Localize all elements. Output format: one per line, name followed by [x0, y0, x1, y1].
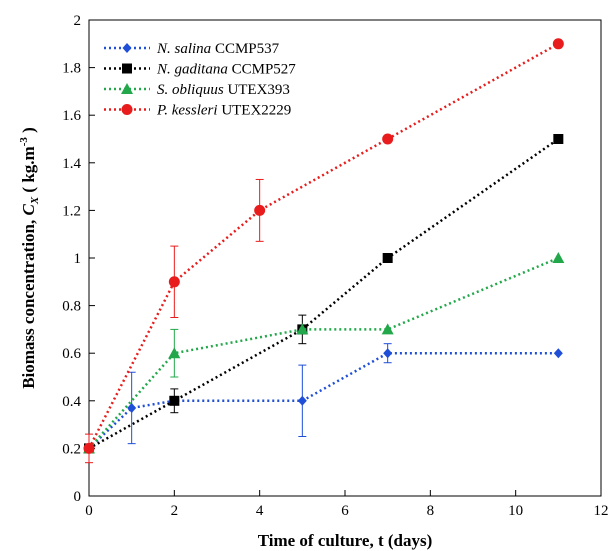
legend-label: N. salina CCMP537: [156, 41, 280, 57]
data-point: [127, 402, 137, 413]
legend-species: N. gaditana: [156, 62, 228, 78]
y-tick-label: 1: [74, 251, 82, 267]
data-point: [552, 252, 565, 263]
series-0: [84, 343, 563, 454]
series-line: [88, 351, 559, 450]
legend-strain: UTEX2229: [218, 103, 292, 119]
series-1: [84, 134, 564, 454]
y-axis-title-sub: X: [29, 196, 41, 205]
legend-marker: [121, 104, 133, 115]
series-line: [87, 42, 559, 449]
data-point: [552, 38, 564, 50]
data-point: [296, 323, 309, 335]
series-3: [83, 38, 564, 464]
series-layer: [83, 38, 565, 464]
data-point: [169, 395, 180, 406]
legend-species: S. obliquus: [157, 82, 224, 98]
legend-strain: CCMP527: [228, 62, 296, 78]
y-tick-label: 0: [74, 489, 82, 505]
legend-marker: [122, 63, 132, 74]
data-point: [383, 348, 393, 359]
data-point: [381, 323, 394, 335]
legend-strain: UTEX393: [224, 82, 290, 98]
y-axis-title-var: C: [19, 204, 38, 216]
y-axis-title-unit-open: ( kg.m: [19, 146, 38, 197]
x-tick-label: 10: [508, 503, 523, 519]
data-point: [553, 348, 563, 359]
legend-label: P. kessleri UTEX2229: [156, 103, 291, 119]
y-axis-title-sup: -3: [18, 137, 30, 147]
y-tick-label: 0.8: [62, 299, 81, 315]
x-tick-label: 0: [85, 503, 93, 519]
x-tick-label: 4: [256, 503, 264, 519]
data-point: [83, 442, 95, 454]
series-2: [83, 252, 565, 454]
data-point: [553, 134, 564, 144]
legend-marker: [122, 43, 132, 53]
series-line: [88, 256, 559, 450]
y-tick-label: 1.4: [62, 156, 81, 172]
data-point: [382, 133, 394, 145]
data-point: [168, 276, 180, 288]
data-point: [382, 253, 393, 263]
legend-species: P. kessleri: [156, 103, 218, 119]
y-tick-label: 0.4: [62, 394, 81, 410]
x-axis-title: Time of culture, t (days): [258, 531, 433, 550]
x-tick-label: 6: [341, 503, 349, 519]
x-tick-label: 2: [171, 503, 179, 519]
y-tick-label: 1.2: [62, 203, 81, 219]
y-axis-title-unit-close: ): [19, 127, 38, 137]
legend-strain: CCMP537: [211, 41, 279, 57]
legend-marker: [121, 83, 133, 94]
legend-label: N. gaditana CCMP527: [156, 62, 296, 78]
data-point: [297, 395, 307, 406]
y-tick-label: 0.2: [62, 441, 81, 457]
series-line: [88, 137, 560, 450]
legend-label: S. obliquus UTEX393: [157, 82, 290, 98]
y-tick-label: 1.6: [62, 108, 81, 124]
x-tick-label: 12: [594, 503, 609, 519]
y-tick-label: 1.8: [62, 61, 81, 77]
x-axis-ticks: 0 2 4 6 8 10 12: [85, 490, 609, 519]
legend-species: N. salina: [156, 41, 211, 57]
y-tick-label: 0.6: [62, 346, 81, 362]
y-tick-label: 2: [74, 13, 82, 29]
data-point: [168, 347, 181, 359]
data-point: [254, 204, 266, 216]
y-axis-title-prefix: Biomass concentration,: [19, 216, 38, 389]
y-axis-title: Biomass concentration, CX ( kg.m-3 ): [18, 127, 41, 389]
x-tick-label: 8: [427, 503, 435, 519]
y-axis-ticks: 0 0.2 0.4 0.6 0.8 1 1.2 1.4 1.6 1.8 2: [62, 13, 95, 505]
